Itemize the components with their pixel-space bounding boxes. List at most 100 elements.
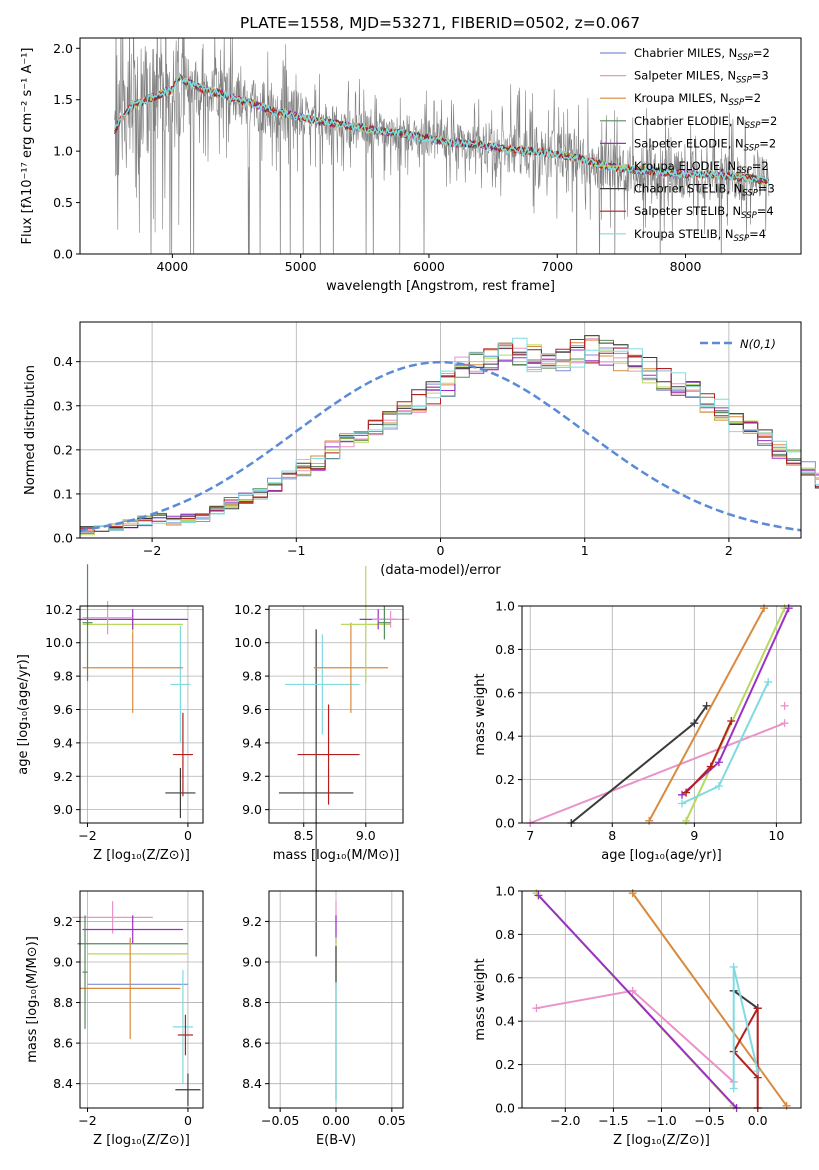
y-tick-label: 10.0 <box>234 635 262 650</box>
x-tick-label: 0 <box>184 1113 192 1128</box>
weight-marker <box>753 1067 762 1076</box>
legend-count: =3 <box>752 69 769 83</box>
weight-line <box>732 966 759 1089</box>
weight-line <box>529 722 785 824</box>
legend-count: =2 <box>759 136 776 150</box>
legend-count: =4 <box>757 204 774 218</box>
histogram-step-7 <box>80 335 819 528</box>
histogram-step-2 <box>80 338 819 532</box>
spectrum-panel: 4000 5000 6000 7000 8000 0.0 0.5 1.0 1.5 2.0 wavel… <box>20 37 802 294</box>
y-tick-label: 8.6 <box>242 1036 262 1051</box>
legend-subscript: SSP <box>745 121 761 131</box>
legend-text: Kroupa ELODIE, N <box>634 159 736 173</box>
errorbar-point <box>77 609 188 630</box>
x-axis-label: mass [log₁₀(M/M⊙)] <box>273 848 400 863</box>
weight-marker <box>760 604 769 613</box>
x-tick-label: 8000 <box>670 259 702 274</box>
legend-label: Salpeter MILES, NSSP=3 <box>634 69 769 86</box>
weight-marker <box>534 891 543 900</box>
errorbar-point <box>82 600 133 635</box>
y-tick-label: 8.8 <box>53 995 73 1010</box>
weight-marker <box>714 758 723 767</box>
x-axis-label: E(B-V) <box>316 1133 356 1148</box>
errorbar-point <box>82 564 93 682</box>
legend-text: Chabrier STELIB, N <box>634 182 742 196</box>
weight-marker <box>682 816 691 825</box>
x-tick-label: −2 <box>78 1113 96 1128</box>
errorbar-point <box>177 1014 193 1056</box>
legend-subscript: SSP <box>737 53 753 63</box>
y-tick-label: 1.0 <box>53 144 73 159</box>
errorbar-point <box>297 704 360 805</box>
x-tick-label: −2 <box>78 828 96 843</box>
mass-vs-ebv-panel: −0.05 0.00 0.05 8.4 8.6 8.8 9.0 9.2 E(B-V) <box>242 890 406 1148</box>
y-tick-label: 0.8 <box>495 642 515 657</box>
x-tick-label: −1.5 <box>598 1113 628 1128</box>
errorbars <box>278 565 410 957</box>
axes-frame <box>79 321 802 539</box>
y-tick-label: 0.3 <box>53 398 73 413</box>
y-tick-label: 0.8 <box>495 927 515 942</box>
errorbar-point <box>82 915 88 1029</box>
histogram-step-9 <box>80 337 819 531</box>
errorbar-point <box>175 1073 201 1106</box>
weight-marker <box>682 788 691 797</box>
weight-marker <box>678 799 687 808</box>
y-tick-label: 0.0 <box>495 816 515 831</box>
legend-text: Salpeter MILES, N <box>634 69 736 83</box>
errorbar-point <box>172 970 193 1084</box>
spectrum-lines <box>113 38 770 254</box>
weight-line <box>681 681 770 805</box>
errorbar-point <box>313 622 389 713</box>
y-tick-label: 9.8 <box>53 669 73 684</box>
legend-subscript: SSP <box>736 76 752 86</box>
weight-marker <box>706 762 715 771</box>
weight-marker <box>678 790 687 799</box>
axes-frame <box>79 37 802 255</box>
y-axis-label: Normed distribution <box>23 365 38 495</box>
x-tick-label: 7000 <box>541 259 573 274</box>
weight-marker <box>727 717 736 726</box>
y-tick-label: 0.4 <box>53 354 73 369</box>
y-axis-label: mass weight <box>473 958 488 1040</box>
legend-subscript: SSP <box>736 166 752 176</box>
y-tick-label: 0.6 <box>495 685 515 700</box>
weight-marker <box>729 962 738 971</box>
model-spectrum-line-9 <box>113 73 770 186</box>
errorbar-point <box>378 606 391 640</box>
legend-label: Kroupa ELODIE, NSSP=2 <box>634 159 769 176</box>
x-tick-label: 0 <box>437 543 445 558</box>
errorbar-point <box>285 634 360 735</box>
figure-title: PLATE=1558, MJD=53271, FIBERID=0502, z=0… <box>240 14 640 32</box>
errorbars <box>72 901 201 1106</box>
histogram-step-5 <box>80 347 819 534</box>
legend-count: =3 <box>758 182 775 196</box>
x-tick-label: −2 <box>143 543 161 558</box>
x-tick-label: 1 <box>581 543 589 558</box>
y-tick-label: 10.2 <box>234 602 262 617</box>
weight-line <box>685 607 786 822</box>
legend-text: Chabrier MILES, N <box>634 46 737 60</box>
legend-subscript: SSP <box>742 189 758 199</box>
x-tick-label: 0.05 <box>378 1113 406 1128</box>
x-tick-label: 0 <box>184 828 192 843</box>
legend-text: Kroupa MILES, N <box>634 91 729 105</box>
y-tick-label: 1.5 <box>53 92 73 107</box>
axes-frame <box>79 605 204 824</box>
weight-marker <box>729 1084 738 1093</box>
errorbar-point <box>170 626 191 743</box>
weight-line <box>685 720 733 794</box>
legend-text: Salpeter ELODIE, N <box>634 136 744 150</box>
x-axis-label: Z [log₁₀(Z/Z⊙)] <box>93 1133 190 1148</box>
errorbar-point <box>172 712 193 797</box>
x-tick-label: 5000 <box>285 259 317 274</box>
y-tick-label: 0.0 <box>53 247 73 262</box>
legend-label: Kroupa MILES, NSSP=2 <box>634 91 761 108</box>
x-tick-label: 0.0 <box>748 1113 768 1128</box>
y-tick-label: 8.6 <box>53 1036 73 1051</box>
y-tick-label: 9.0 <box>242 954 262 969</box>
x-tick-label: 4000 <box>156 259 188 274</box>
y-tick-label: 9.2 <box>53 914 73 929</box>
weight-line <box>570 705 708 824</box>
weight-line <box>631 892 788 1107</box>
